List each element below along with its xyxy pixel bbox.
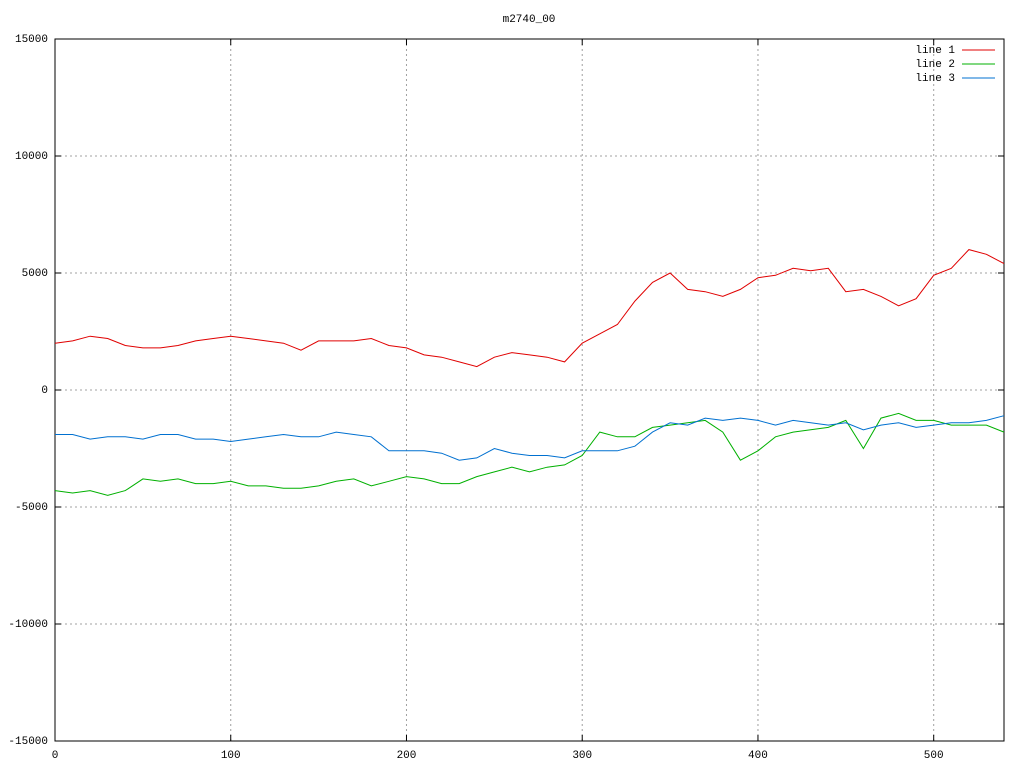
x-tick-label: 300 <box>572 750 592 762</box>
y-tick-label: -10000 <box>8 619 48 631</box>
y-tick-label: -5000 <box>15 502 48 514</box>
legend-label: line 2 <box>915 59 955 71</box>
x-tick-label: 400 <box>748 750 768 762</box>
chart-title: m2740_00 <box>503 14 556 26</box>
x-tick-label: 100 <box>221 750 241 762</box>
x-tick-label: 500 <box>924 750 944 762</box>
y-tick-label: -15000 <box>8 736 48 748</box>
data-line <box>55 415 1005 461</box>
data-line <box>54 249 1005 368</box>
legend-label: line 1 <box>915 45 955 57</box>
x-tick-label: 200 <box>397 750 417 762</box>
y-tick-label: 0 <box>41 385 48 397</box>
y-tick-label: 15000 <box>15 34 48 46</box>
plot-border <box>54 38 1005 742</box>
legend-label: line 3 <box>915 73 955 85</box>
y-tick-label: 10000 <box>15 151 48 163</box>
x-tick-label: 0 <box>52 750 59 762</box>
data-line <box>54 412 1005 496</box>
y-tick-label: 5000 <box>22 268 48 280</box>
